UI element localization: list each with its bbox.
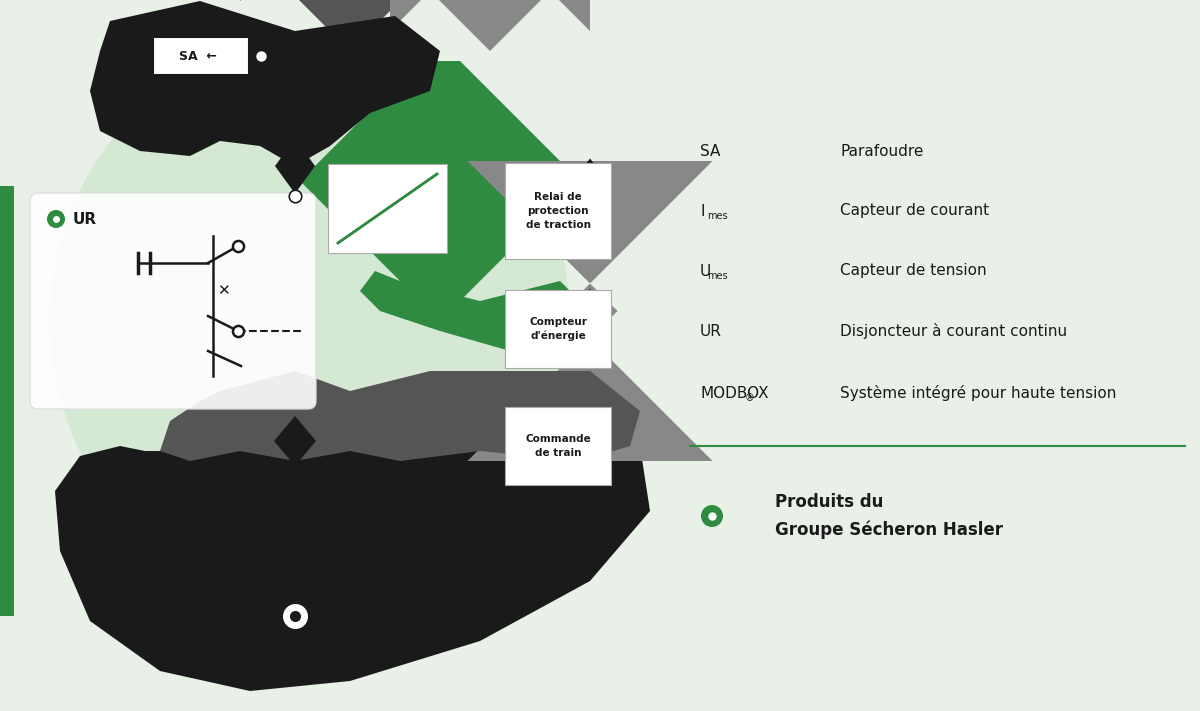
Polygon shape bbox=[274, 416, 316, 466]
Polygon shape bbox=[572, 289, 607, 333]
Polygon shape bbox=[268, 58, 323, 134]
Text: Système intégré pour haute tension: Système intégré pour haute tension bbox=[840, 385, 1116, 401]
Polygon shape bbox=[572, 409, 607, 454]
Polygon shape bbox=[360, 271, 590, 351]
Polygon shape bbox=[300, 61, 580, 301]
Text: UR: UR bbox=[700, 324, 722, 338]
Polygon shape bbox=[55, 426, 650, 691]
Text: Disjoncteur à courant continu: Disjoncteur à courant continu bbox=[840, 323, 1067, 339]
Text: Commande
de train: Commande de train bbox=[526, 434, 590, 458]
Circle shape bbox=[701, 505, 722, 527]
Text: mes: mes bbox=[708, 211, 728, 221]
Text: SA: SA bbox=[700, 144, 720, 159]
Polygon shape bbox=[90, 1, 440, 166]
FancyBboxPatch shape bbox=[30, 193, 316, 409]
Text: Parafoudre: Parafoudre bbox=[840, 144, 923, 159]
Polygon shape bbox=[468, 161, 713, 461]
Text: U: U bbox=[700, 264, 712, 279]
Text: Capteur de tension: Capteur de tension bbox=[840, 264, 986, 279]
Text: Produits du
Groupe Sécheron Hasler: Produits du Groupe Sécheron Hasler bbox=[775, 493, 1003, 539]
Text: ®: ® bbox=[745, 393, 755, 403]
Text: Capteur de courant: Capteur de courant bbox=[840, 203, 989, 218]
FancyBboxPatch shape bbox=[154, 37, 250, 75]
Circle shape bbox=[47, 210, 65, 228]
FancyBboxPatch shape bbox=[328, 164, 446, 253]
Polygon shape bbox=[275, 139, 314, 193]
Ellipse shape bbox=[50, 41, 570, 601]
FancyBboxPatch shape bbox=[505, 163, 611, 259]
Text: Relai de
protection
de traction: Relai de protection de traction bbox=[526, 192, 590, 230]
Text: MODBOX: MODBOX bbox=[700, 385, 769, 400]
Text: ✕: ✕ bbox=[217, 284, 229, 299]
Polygon shape bbox=[572, 159, 607, 203]
Polygon shape bbox=[240, 0, 460, 51]
Text: mes: mes bbox=[708, 271, 728, 281]
Text: SA  ←: SA ← bbox=[179, 50, 217, 63]
Polygon shape bbox=[390, 0, 590, 51]
FancyBboxPatch shape bbox=[505, 407, 611, 485]
Text: UR: UR bbox=[73, 211, 97, 227]
Bar bbox=[0, 186, 14, 616]
Text: Compteur
d'énergie: Compteur d'énergie bbox=[529, 316, 587, 341]
Polygon shape bbox=[160, 371, 640, 461]
Text: I: I bbox=[700, 203, 704, 218]
FancyBboxPatch shape bbox=[505, 290, 611, 368]
